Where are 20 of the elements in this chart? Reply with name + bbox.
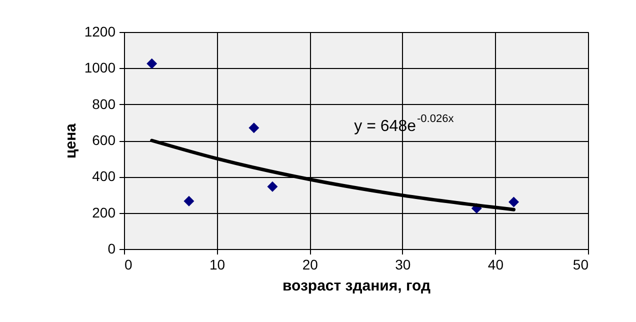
- x-tick-label: 50: [572, 256, 589, 272]
- y-tick-label: 600: [92, 132, 116, 148]
- y-tick-label: 800: [92, 96, 116, 112]
- x-tick-label: 0: [124, 256, 132, 272]
- x-tick-label: 30: [395, 256, 411, 272]
- y-tick-label: 0: [108, 240, 116, 256]
- x-tick-label: 40: [488, 256, 504, 272]
- point: [184, 196, 194, 206]
- x-axis-title: возраст здания, год: [282, 278, 431, 294]
- y-tick-label: 1200: [84, 24, 116, 40]
- point: [267, 181, 278, 192]
- y-axis-title: цена: [62, 122, 80, 158]
- y-tick-label: 400: [92, 168, 116, 184]
- x-tick-label: 20: [302, 256, 318, 272]
- x-tick-label: 10: [210, 256, 226, 272]
- point: [248, 122, 260, 134]
- point: [146, 58, 158, 69]
- y-tick-label: 1000: [84, 60, 116, 76]
- point: [508, 196, 520, 208]
- y-tick-label: 200: [92, 204, 116, 220]
